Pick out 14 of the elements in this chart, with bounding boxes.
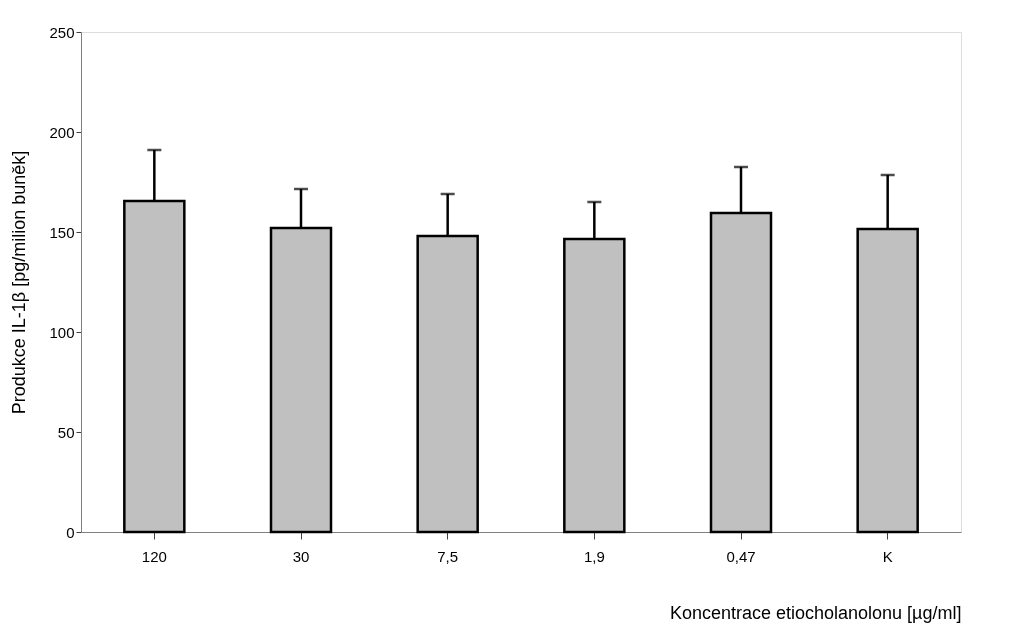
- y-tick-label: 250: [49, 23, 75, 41]
- x-tick-label: 0,47: [726, 547, 756, 565]
- x-tick-label: 120: [141, 547, 167, 565]
- y-axis-title: Produkce IL-1β [pg/milion buněk]: [9, 150, 30, 415]
- y-tick-label: 200: [49, 123, 75, 141]
- x-tick-label: 30: [292, 547, 310, 565]
- y-tick-label: 0: [66, 523, 75, 541]
- x-tick-label: 1,9: [583, 547, 605, 565]
- y-tick-label: 100: [49, 323, 75, 341]
- y-tick-label: 150: [49, 223, 75, 241]
- x-axis-title: Koncentrace etiocholanolonu [µg/ml]: [669, 602, 962, 623]
- x-tick-label: K: [882, 547, 893, 565]
- y-tick-label: 50: [57, 423, 75, 441]
- x-tick-label: 7,5: [437, 547, 459, 565]
